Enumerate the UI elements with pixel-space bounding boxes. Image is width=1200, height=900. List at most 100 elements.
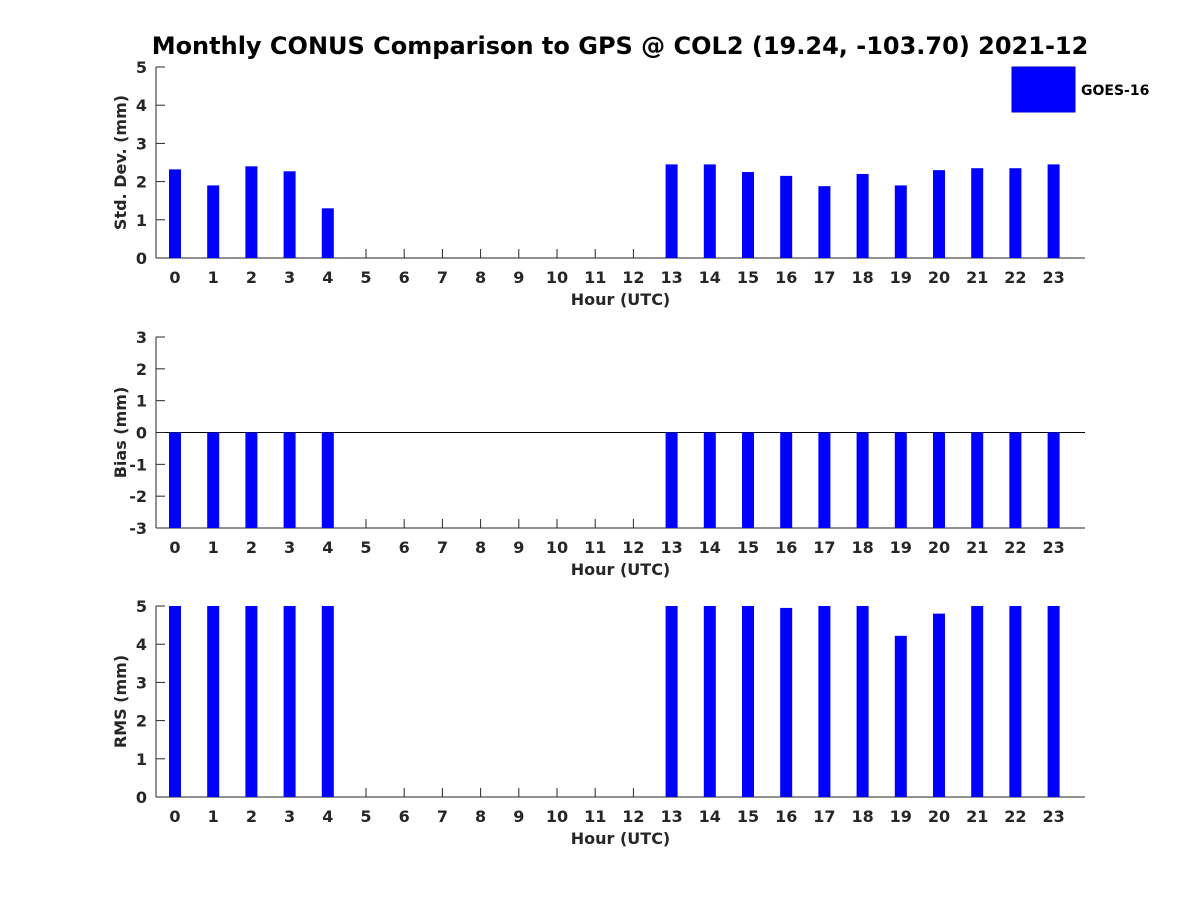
- y-tick-label: -3: [129, 519, 147, 538]
- x-tick-label: 8: [475, 268, 486, 287]
- y-axis-label: Std. Dev. (mm): [111, 95, 130, 230]
- x-tick-label: 12: [622, 268, 644, 287]
- bar: [283, 432, 296, 528]
- y-tick-label: 4: [136, 96, 147, 115]
- bar: [933, 613, 945, 797]
- bar: [933, 170, 945, 258]
- x-tick-label: 21: [966, 268, 988, 287]
- bar: [971, 432, 984, 528]
- x-tick-label: 20: [928, 538, 950, 557]
- x-tick-label: 8: [475, 538, 486, 557]
- x-axis-label: Hour (UTC): [571, 829, 671, 848]
- legend: GOES-16: [1011, 66, 1149, 113]
- x-tick-label: 18: [851, 268, 873, 287]
- x-axis-label: Hour (UTC): [571, 290, 671, 309]
- y-tick-label: 3: [136, 134, 147, 153]
- bar: [894, 635, 907, 797]
- x-tick-label: 22: [1004, 268, 1026, 287]
- bar: [207, 185, 220, 258]
- bar: [169, 169, 181, 258]
- x-tick-label: 11: [584, 538, 606, 557]
- y-tick-label: 4: [136, 635, 147, 654]
- x-tick-label: 23: [1042, 807, 1064, 826]
- bar: [742, 432, 754, 528]
- bar: [742, 172, 754, 258]
- x-tick-label: 11: [584, 807, 606, 826]
- x-tick-label: 7: [437, 807, 448, 826]
- y-tick-label: 1: [136, 750, 147, 769]
- y-tick-label: 2: [136, 173, 147, 192]
- bar: [1009, 432, 1022, 528]
- legend-label: GOES-16: [1081, 83, 1149, 99]
- x-tick-label: 16: [775, 268, 797, 287]
- x-tick-label: 14: [699, 807, 721, 826]
- x-tick-label: 16: [775, 807, 797, 826]
- x-tick-label: 1: [208, 268, 219, 287]
- x-tick-label: 8: [475, 807, 486, 826]
- y-axis-label: RMS (mm): [111, 655, 130, 748]
- y-tick-label: 1: [136, 211, 147, 230]
- x-tick-label: 10: [546, 268, 568, 287]
- x-tick-label: 12: [622, 807, 644, 826]
- x-tick-label: 4: [322, 538, 333, 557]
- bar: [1047, 606, 1060, 797]
- x-tick-label: 17: [813, 268, 835, 287]
- bar: [321, 432, 334, 528]
- bar: [169, 432, 181, 528]
- x-tick-label: 9: [513, 538, 524, 557]
- x-tick-label: 6: [399, 807, 410, 826]
- x-tick-label: 14: [699, 538, 721, 557]
- bar: [933, 432, 945, 528]
- bar: [207, 432, 220, 528]
- bar: [818, 606, 831, 797]
- x-tick-label: 20: [928, 268, 950, 287]
- x-tick-label: 6: [399, 268, 410, 287]
- bar: [856, 606, 869, 797]
- bar: [856, 173, 869, 258]
- bar: [971, 168, 984, 258]
- bar: [665, 164, 678, 258]
- x-tick-label: 15: [737, 807, 759, 826]
- x-tick-label: 21: [966, 807, 988, 826]
- bar: [894, 432, 907, 528]
- x-tick-label: 12: [622, 538, 644, 557]
- x-tick-label: 5: [360, 807, 371, 826]
- y-tick-label: 0: [136, 249, 147, 268]
- chart-title: Monthly CONUS Comparison to GPS @ COL2 (…: [152, 32, 1089, 60]
- bar: [780, 432, 793, 528]
- x-tick-label: 21: [966, 538, 988, 557]
- y-tick-label: 0: [136, 788, 147, 807]
- x-tick-label: 0: [169, 807, 180, 826]
- bar: [856, 432, 869, 528]
- bar: [283, 171, 296, 258]
- bar: [1047, 432, 1060, 528]
- bar: [1009, 606, 1022, 797]
- x-tick-label: 18: [851, 538, 873, 557]
- x-tick-label: 4: [322, 807, 333, 826]
- x-tick-label: 23: [1042, 538, 1064, 557]
- x-tick-label: 2: [246, 807, 257, 826]
- x-tick-label: 20: [928, 807, 950, 826]
- x-tick-label: 22: [1004, 538, 1026, 557]
- y-tick-label: 3: [136, 673, 147, 692]
- x-tick-label: 19: [890, 538, 912, 557]
- bar: [742, 606, 754, 797]
- x-tick-label: 5: [360, 268, 371, 287]
- x-tick-label: 18: [851, 807, 873, 826]
- x-tick-label: 6: [399, 538, 410, 557]
- bar: [703, 432, 716, 528]
- x-tick-label: 13: [660, 538, 682, 557]
- x-tick-label: 22: [1004, 807, 1026, 826]
- bar: [894, 185, 907, 258]
- x-tick-label: 10: [546, 807, 568, 826]
- bar: [245, 606, 258, 797]
- bar: [665, 606, 678, 797]
- x-tick-label: 2: [246, 268, 257, 287]
- x-tick-label: 17: [813, 538, 835, 557]
- y-tick-label: 5: [136, 597, 147, 616]
- y-tick-label: -1: [129, 455, 147, 474]
